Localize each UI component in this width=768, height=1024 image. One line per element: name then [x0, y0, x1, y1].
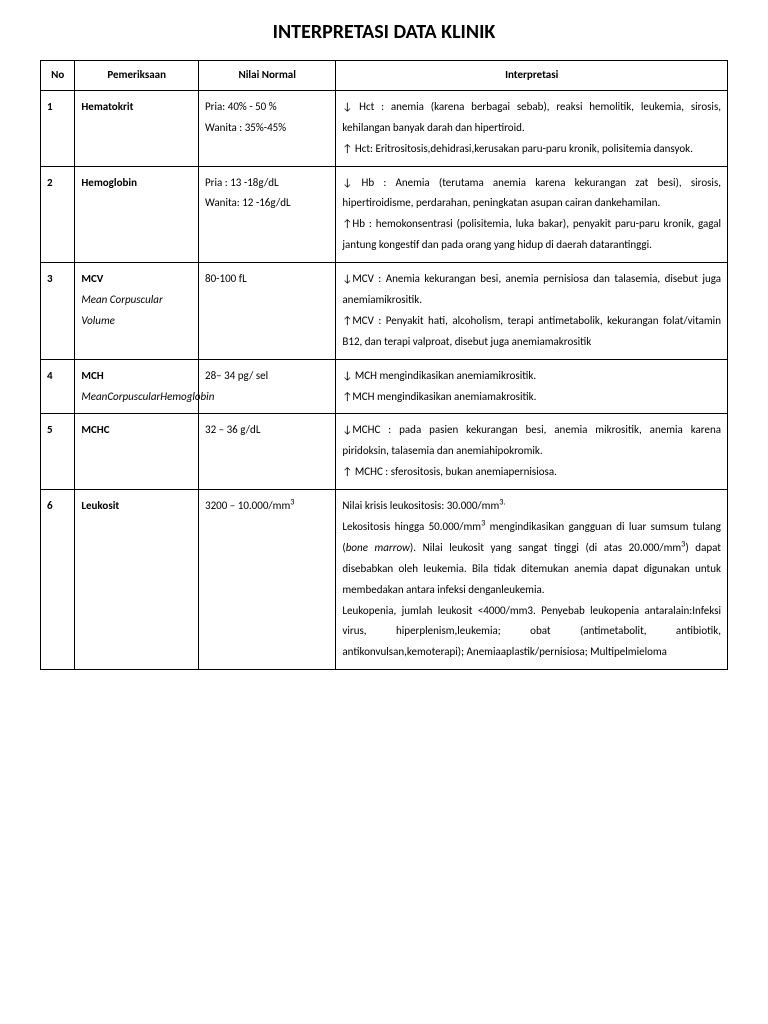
cell-nilai: 32 – 36 g/dL: [199, 414, 336, 490]
table-row: 5MCHC 32 – 36 g/dL ↓MCHC : pada pasien kek…: [41, 414, 728, 490]
nilai-line: Pria: 40% - 50 %: [205, 97, 329, 118]
nilai-line: 32 – 36 g/dL: [205, 420, 329, 441]
cell-no: 6: [41, 490, 75, 670]
col-nilai: Nilai Normal: [199, 61, 336, 91]
table-header-row: No Pemeriksaan Nilai Normal Interpretasi: [41, 61, 728, 91]
interpretasi-line: ↓ Hct : anemia (karena berbagai sebab), …: [342, 97, 721, 139]
cell-no: 1: [41, 90, 75, 166]
cell-no: 3: [41, 263, 75, 360]
cell-pemeriksaan: MCHC: [75, 414, 199, 490]
nilai-line: Pria : 13 -18g/dL: [205, 173, 329, 194]
col-pemeriksaan: Pemeriksaan: [75, 61, 199, 91]
cell-interpretasi: ↓MCV : Anemia kekurangan besi, anemia pe…: [336, 263, 728, 360]
interpretasi-line: ↑ Hct: Eritrositosis,dehidrasi,kerusakan…: [342, 139, 721, 160]
interpretasi-line: ↑ MCHC : sferositosis, bukan anemiaperni…: [342, 462, 721, 483]
interpretasi-line: ↓MCV : Anemia kekurangan besi, anemia pe…: [342, 269, 721, 311]
interpretasi-line: ↑MCH mengindikasikan anemiamakrositik.: [342, 387, 721, 408]
cell-interpretasi: ↓ Hct : anemia (karena berbagai sebab), …: [336, 90, 728, 166]
interpretasi-line: ↑Hb : hemokonsentrasi (polisitemia, luka…: [342, 214, 721, 256]
table-row: 6Leukosit 3200 – 10.000/mm3 Nilai krisis l…: [41, 490, 728, 670]
cell-nilai: 80-100 fL: [199, 263, 336, 360]
nilai-line: Wanita : 35%-45%: [205, 118, 329, 139]
interpretasi-line: ↓ MCH mengindikasikan anemiamikrositik.: [342, 366, 721, 387]
cell-pemeriksaan: Hemoglobin: [75, 166, 199, 263]
interpretasi-line: Nilai krisis leukositosis: 30.000/mm3.: [342, 496, 721, 517]
table-row: 1HematokritPria: 40% - 50 %Wanita : 35%-…: [41, 90, 728, 166]
cell-interpretasi: ↓ MCH mengindikasikan anemiamikrositik.↑…: [336, 359, 728, 414]
pemeriksaan-subtitle: MeanCorpuscularHemoglobin: [81, 387, 192, 408]
interpretasi-line: ↑MCV : Penyakit hati, alcoholism, terapi…: [342, 311, 721, 353]
cell-nilai: 28– 34 pg/ sel: [199, 359, 336, 414]
col-no: No: [41, 61, 75, 91]
table-row: 2HemoglobinPria : 13 -18g/dLWanita: 12 -…: [41, 166, 728, 263]
pemeriksaan-subtitle: Mean Corpuscular Volume: [81, 290, 192, 332]
nilai-line: 3200 – 10.000/mm3: [205, 496, 329, 517]
col-interpretasi: Interpretasi: [336, 61, 728, 91]
cell-nilai: 3200 – 10.000/mm3: [199, 490, 336, 670]
interpretasi-line: Leukopenia, jumlah leukosit <4000/mm3. P…: [342, 601, 721, 664]
cell-pemeriksaan: MCVMean Corpuscular Volume: [75, 263, 199, 360]
interpretasi-line: ↓ Hb : Anemia (terutama anemia karena ke…: [342, 173, 721, 215]
nilai-line: Wanita: 12 -16g/dL: [205, 193, 329, 214]
cell-no: 5: [41, 414, 75, 490]
cell-pemeriksaan: Leukosit: [75, 490, 199, 670]
klinik-table: No Pemeriksaan Nilai Normal Interpretasi…: [40, 60, 728, 670]
page-title: INTERPRETASI DATA KLINIK: [40, 20, 728, 44]
nilai-line: 28– 34 pg/ sel: [205, 366, 329, 387]
table-row: 3MCVMean Corpuscular Volume 80-100 fL ↓MCV…: [41, 263, 728, 360]
cell-interpretasi: ↓ Hb : Anemia (terutama anemia karena ke…: [336, 166, 728, 263]
interpretasi-line: ↓MCHC : pada pasien kekurangan besi, ane…: [342, 420, 721, 462]
cell-no: 2: [41, 166, 75, 263]
nilai-line: 80-100 fL: [205, 269, 329, 290]
cell-no: 4: [41, 359, 75, 414]
cell-nilai: Pria : 13 -18g/dLWanita: 12 -16g/dL: [199, 166, 336, 263]
cell-interpretasi: ↓MCHC : pada pasien kekurangan besi, ane…: [336, 414, 728, 490]
cell-interpretasi: Nilai krisis leukositosis: 30.000/mm3.Le…: [336, 490, 728, 670]
interpretasi-line: Lekositosis hingga 50.000/mm3 mengindika…: [342, 517, 721, 601]
cell-nilai: Pria: 40% - 50 %Wanita : 35%-45%: [199, 90, 336, 166]
cell-pemeriksaan: MCHMeanCorpuscularHemoglobin: [75, 359, 199, 414]
cell-pemeriksaan: Hematokrit: [75, 90, 199, 166]
table-row: 4MCHMeanCorpuscularHemoglobin 28– 34 pg/ …: [41, 359, 728, 414]
